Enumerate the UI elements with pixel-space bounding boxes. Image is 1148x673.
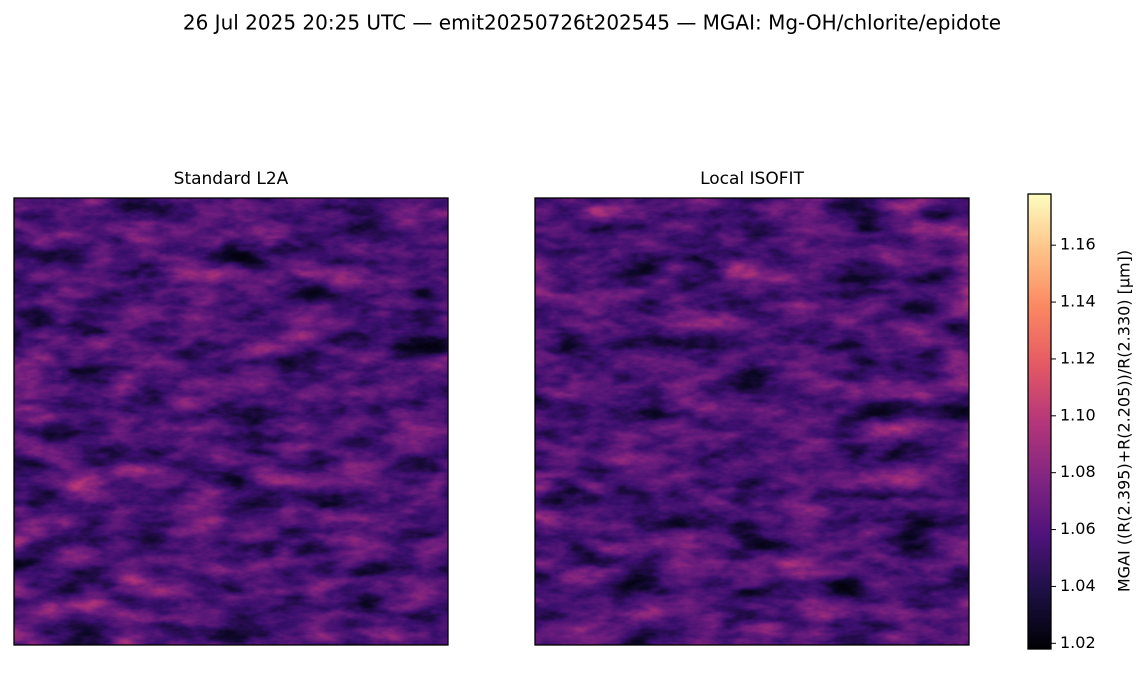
colorbar-label: MGAI ((R(2.395)+R(2.205))/R(2.330) [µm]) [1115,250,1134,592]
colorbar-tick-label: 1.12 [1060,348,1096,367]
panel-frame [13,197,449,646]
panel-title: Local ISOFIT [700,169,804,189]
colorbar-tick-label: 1.08 [1060,462,1096,481]
colorbar-tick-label: 1.06 [1060,519,1096,538]
panel-frame [534,197,970,646]
panel-image [14,198,448,645]
colorbar-gradient [1027,193,1052,650]
colorbar-tick-label: 1.02 [1060,633,1096,652]
colorbar-tick-label: 1.16 [1060,235,1096,254]
panel-image [535,198,969,645]
figure-title: 26 Jul 2025 20:25 UTC — emit20250726t202… [183,11,1001,35]
colorbar: 1.02 1.04 1.06 1.08 1.10 1.12 1.14 1.16 MGAI ((R… [1027,193,1134,652]
panels: Standard L2A Local ISOFIT [13,169,970,646]
colorbar-tick-label: 1.10 [1060,405,1096,424]
panel-title: Standard L2A [174,169,289,189]
colorbar-tick-label: 1.14 [1060,292,1096,311]
colorbar-tick-label: 1.04 [1060,576,1096,595]
